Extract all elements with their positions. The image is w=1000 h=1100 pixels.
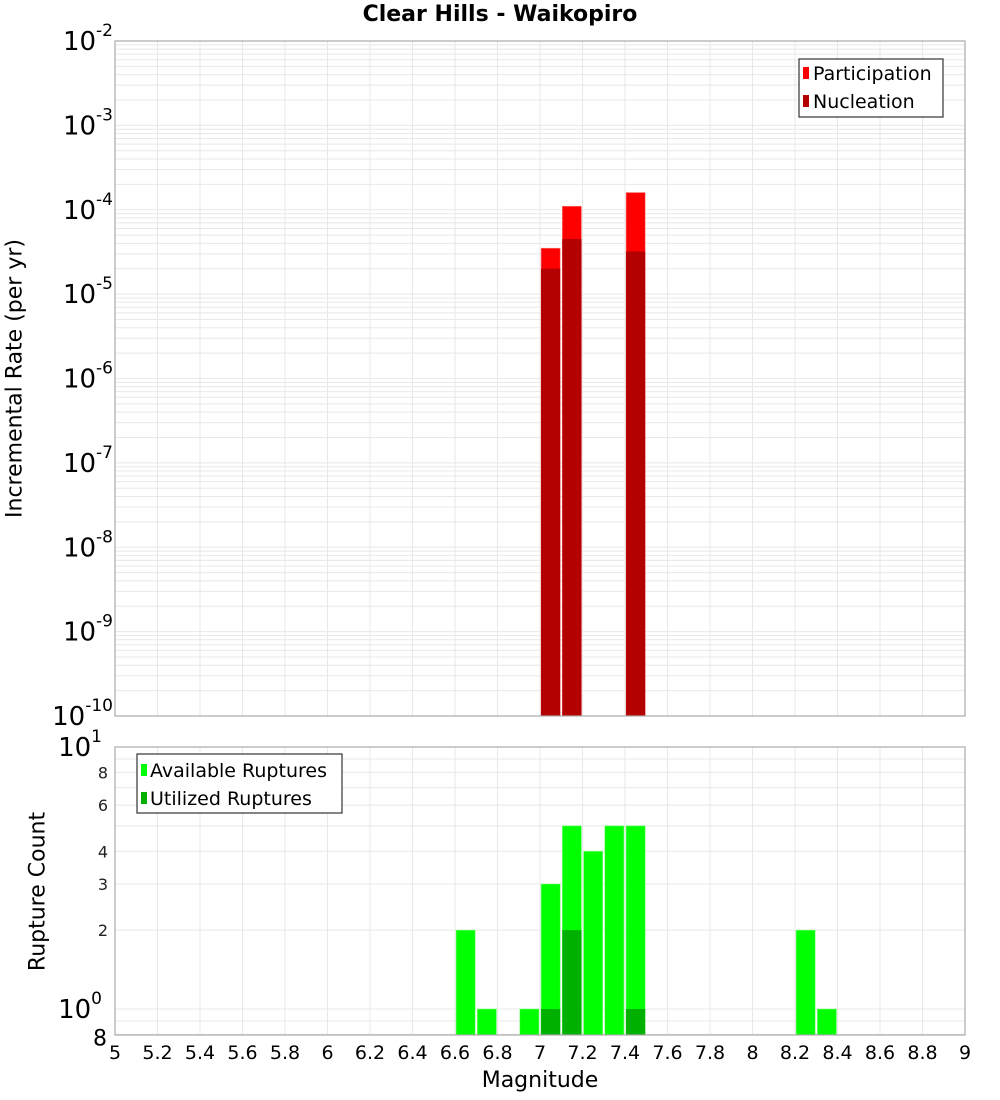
x-tick-label: 7.8 (695, 1042, 725, 1064)
x-tick-label: 5.8 (270, 1042, 300, 1064)
x-tick-label: 7.2 (567, 1042, 597, 1064)
y-tick-label: 2 (98, 921, 108, 940)
x-tick-label: 6.4 (397, 1042, 427, 1064)
utilized-bar (541, 1009, 561, 1035)
x-tick-label: 5 (109, 1042, 121, 1064)
utilized-bar (626, 1009, 646, 1035)
x-tick-label: 5.6 (227, 1042, 257, 1064)
nucleation-bar (541, 268, 561, 716)
legend-swatch-icon (141, 764, 147, 776)
plot-frame (114, 746, 966, 1036)
legend-box (798, 58, 944, 118)
x-tick-label: 8.4 (822, 1042, 852, 1064)
x-tick-label: 6.8 (482, 1042, 512, 1064)
available-bar (817, 1008, 837, 1036)
x-tick-label: 7.6 (652, 1042, 682, 1064)
utilized-bar (562, 930, 582, 1035)
x-tick-label: 8.6 (865, 1042, 895, 1064)
plot-frame (114, 40, 966, 717)
x-tick-label: 6 (321, 1042, 333, 1064)
x-tick-label: 8.2 (780, 1042, 810, 1064)
bottom-legend: Available Ruptures Utilized Ruptures (136, 753, 343, 814)
y-tick-label: 10-10 (52, 696, 113, 732)
legend-swatch-icon (803, 67, 809, 79)
y-tick-label: 10-2 (63, 21, 113, 57)
chart-title: Clear Hills - Waikopiro (362, 2, 638, 27)
y-tick-label: 10-8 (63, 527, 113, 563)
x-tick-label: 8.8 (907, 1042, 937, 1064)
top-plot-area: 10-2 10-3 10-4 10-5 10-6 10-7 10-8 10-9 10-10 Par… (52, 21, 966, 732)
x-tick-label: 7 (534, 1042, 546, 1064)
y-tick-label: 10-3 (63, 105, 113, 141)
legend-label: Utilized Ruptures (150, 788, 312, 810)
available-bar (604, 825, 625, 1036)
y-tick-label: 10-5 (63, 274, 113, 310)
y-tick-label: 10-4 (63, 190, 113, 226)
y-tick-label: 3 (98, 875, 108, 894)
y-tick-label: 100 (58, 989, 102, 1025)
available-bar (477, 1008, 497, 1036)
x-tick-label: 5.2 (142, 1042, 172, 1064)
x-tick-label: 5.4 (185, 1042, 215, 1064)
available-bar (625, 825, 646, 1036)
legend-label: Participation (813, 63, 932, 85)
y-tick-label: 8 (98, 763, 108, 782)
top-legend: Participation Nucleation (798, 58, 944, 118)
y-tick-label: 6 (98, 796, 108, 815)
x-tick-label: 7.4 (610, 1042, 640, 1064)
legend-swatch-icon (803, 95, 809, 107)
legend-swatch-icon (141, 792, 147, 804)
y-tick-label: 8 (93, 1026, 107, 1051)
nucleation-bar (626, 251, 646, 716)
available-bar (519, 1008, 540, 1036)
legend-box (136, 753, 343, 814)
x-tick-label: 8 (746, 1042, 758, 1064)
y-tick-label: 10-9 (63, 612, 113, 648)
x-tick-label: 9 (959, 1042, 971, 1064)
y-tick-label: 101 (58, 727, 102, 763)
available-bar (583, 850, 603, 1036)
x-tick-label: 6.2 (355, 1042, 385, 1064)
y-tick-label: 10-6 (63, 359, 113, 395)
y-tick-label: 10-7 (63, 443, 113, 479)
nucleation-bar (562, 239, 582, 716)
available-bar (795, 929, 816, 1036)
x-tick-label: 6.6 (440, 1042, 470, 1064)
legend-label: Available Ruptures (150, 760, 327, 782)
legend-label: Nucleation (813, 91, 915, 113)
y-tick-label: 4 (98, 842, 108, 861)
x-axis-label: Magnitude (481, 1068, 599, 1093)
available-bar (455, 929, 476, 1036)
